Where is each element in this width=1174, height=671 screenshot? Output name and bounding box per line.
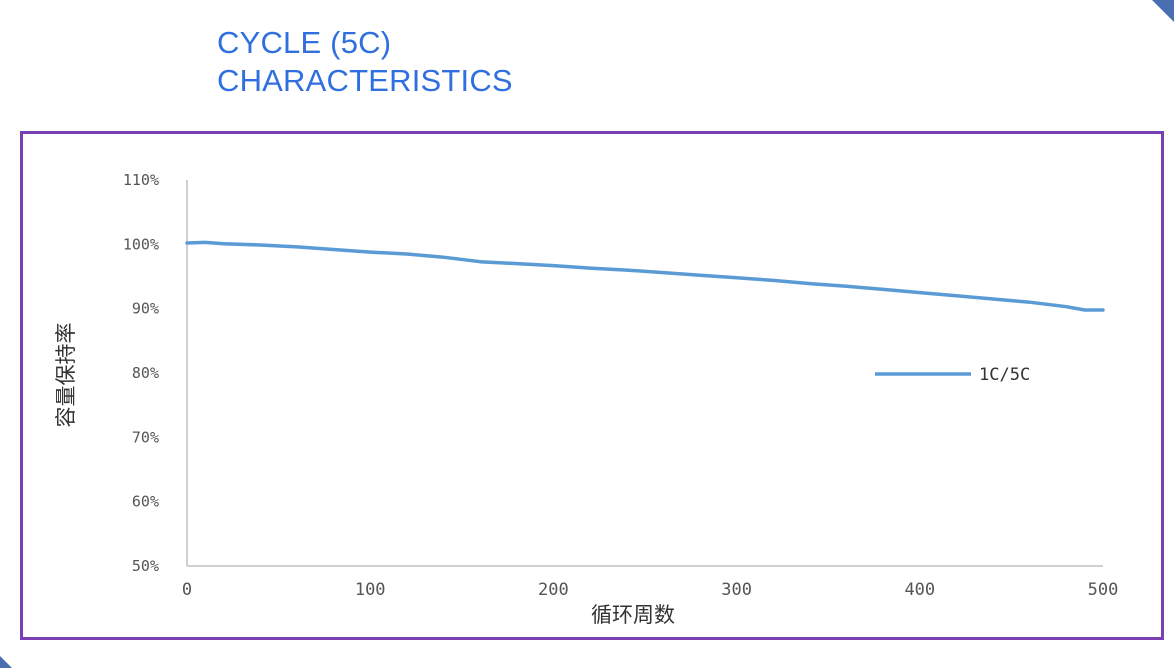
y-tick-label: 100% (123, 235, 159, 253)
y-tick-label: 60% (132, 493, 159, 511)
page-title: CYCLE (5C) CHARACTERISTICS (217, 24, 513, 100)
legend-label: 1C/5C (979, 365, 1030, 385)
chart: 50% 60% 70% 80% 90% 100% 110% 0 100 200 300 400 500… (54, 171, 1118, 627)
x-tick-label: 500 (1088, 580, 1119, 600)
x-tick-label: 100 (355, 580, 386, 600)
y-tick-labels: 50% 60% 70% 80% 90% 100% 110% (123, 171, 159, 575)
series-line (185, 240, 1105, 312)
legend: 1C/5C (875, 365, 1030, 385)
y-tick-label: 110% (123, 171, 159, 189)
y-tick-label: 50% (132, 557, 159, 575)
y-tick-label: 70% (132, 428, 159, 446)
series-group (185, 240, 1105, 312)
x-tick-label: 200 (538, 580, 569, 600)
x-tick-label: 300 (721, 580, 752, 600)
y-tick-label: 90% (132, 300, 159, 318)
y-axis-label: 容量保持率 (54, 323, 78, 428)
page-title-line-2: CHARACTERISTICS (217, 63, 513, 98)
x-tick-labels: 0 100 200 300 400 500 (182, 580, 1118, 600)
page-title-line-1: CYCLE (5C) (217, 25, 392, 60)
corner-decoration-top-right (1152, 0, 1174, 22)
corner-decoration-bottom-left (0, 656, 12, 668)
y-tick-label: 80% (132, 364, 159, 382)
x-tick-label: 400 (904, 580, 935, 600)
chart-frame: 50% 60% 70% 80% 90% 100% 110% 0 100 200 300 400 500… (20, 131, 1164, 640)
x-tick-label: 0 (182, 580, 192, 600)
x-axis-label: 循环周数 (591, 603, 675, 627)
